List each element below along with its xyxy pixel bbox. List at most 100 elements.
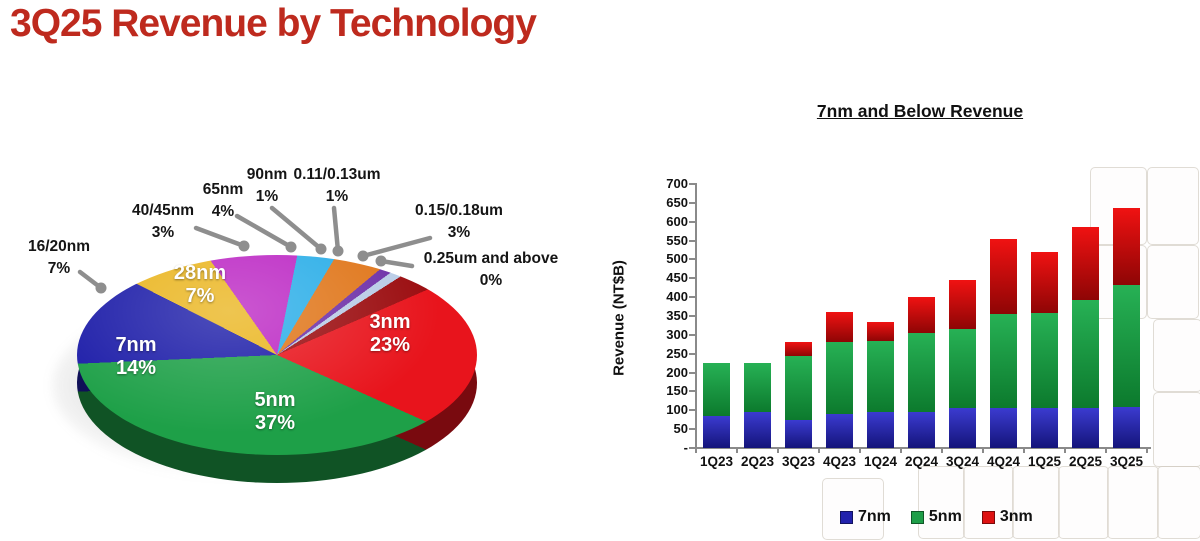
x-tick-label-2Q25: 2Q25 bbox=[1068, 454, 1103, 469]
pie-label-3nm: 3nm 23% bbox=[369, 311, 411, 356]
y-tick-label-400: 400 bbox=[666, 289, 688, 305]
bar-segment-3nm-2Q24 bbox=[908, 297, 935, 333]
bar-segment-3nm-4Q24 bbox=[990, 238, 1017, 315]
x-tick-label-1Q23: 1Q23 bbox=[699, 454, 734, 469]
bar-segment-3nm-3Q25 bbox=[1113, 207, 1140, 286]
y-tick-mark bbox=[689, 390, 695, 393]
pie-chart bbox=[77, 255, 477, 485]
x-tick-label-2Q24: 2Q24 bbox=[904, 454, 939, 469]
bar-segment-7nm-4Q24 bbox=[990, 408, 1017, 448]
y-tick-label-700: 700 bbox=[666, 176, 688, 191]
x-tick-label-1Q25: 1Q25 bbox=[1027, 454, 1062, 469]
bar-segment-7nm-1Q23 bbox=[703, 415, 730, 448]
y-tick-mark bbox=[689, 447, 695, 449]
y-tick-label-200: 200 bbox=[666, 364, 688, 380]
bar-segment-5nm-3Q24 bbox=[949, 329, 976, 409]
bar-segment-5nm-1Q23 bbox=[703, 363, 730, 416]
bar-segment-5nm-2Q25 bbox=[1072, 300, 1099, 408]
y-tick-mark bbox=[689, 333, 695, 336]
y-tick-label-450: 450 bbox=[666, 270, 688, 286]
bar-segment-3nm-2Q25 bbox=[1072, 227, 1099, 301]
bar-segment-7nm-1Q24 bbox=[867, 412, 894, 448]
bar-segment-7nm-3Q23 bbox=[785, 419, 812, 448]
bar-segment-7nm-2Q24 bbox=[908, 412, 935, 448]
bar-segment-5nm-3Q23 bbox=[785, 355, 812, 420]
bar-segment-7nm-2Q23 bbox=[744, 412, 771, 448]
legend-swatch-7nm bbox=[840, 510, 853, 524]
legend-swatch-5nm bbox=[910, 510, 924, 524]
ghost-cell bbox=[1153, 392, 1200, 467]
y-tick-mark bbox=[689, 428, 695, 431]
pie-callout-lines bbox=[77, 205, 433, 294]
x-tick-label-4Q24: 4Q24 bbox=[986, 454, 1021, 469]
y-tick-mark bbox=[689, 352, 695, 355]
x-tick-mark bbox=[695, 448, 697, 453]
y-axis-label: Revenue (NT$B) bbox=[610, 260, 628, 376]
bar-chart-legend: 7nm 5nm 3nm bbox=[840, 508, 1033, 526]
pie-label-7nm: 7nm 14% bbox=[115, 334, 157, 379]
bar-segment-5nm-1Q24 bbox=[867, 340, 894, 413]
ghost-cell bbox=[1058, 466, 1109, 539]
pie-label-0-15-0-18um: 0.15/0.18um 3% bbox=[415, 202, 503, 241]
y-tick-label-650: 650 bbox=[666, 194, 688, 210]
x-tick-mark bbox=[818, 448, 820, 453]
x-axis-line bbox=[695, 447, 1151, 449]
legend-item-5nm: 5nm bbox=[910, 508, 962, 526]
bar-segment-5nm-3Q25 bbox=[1113, 285, 1140, 407]
y-tick-label-600: 600 bbox=[666, 213, 688, 229]
y-tick-mark bbox=[689, 220, 695, 223]
x-tick-mark bbox=[941, 448, 943, 453]
bar-segment-7nm-3Q25 bbox=[1113, 406, 1140, 448]
bar-segment-5nm-2Q24 bbox=[908, 332, 935, 413]
x-tick-mark bbox=[859, 448, 861, 453]
legend-label-5nm: 5nm bbox=[928, 508, 962, 525]
legend-label-7nm: 7nm bbox=[858, 508, 891, 525]
pie-label-0-11-0-13um: 0.11/0.13um 1% bbox=[293, 166, 381, 205]
pie-label-5nm: 5nm 37% bbox=[254, 389, 296, 434]
pie-label-90nm: 90nm 1% bbox=[246, 166, 288, 205]
bar-segment-5nm-2Q23 bbox=[744, 363, 771, 413]
y-tick-mark bbox=[689, 183, 695, 185]
y-tick-label-50: 50 bbox=[673, 421, 688, 437]
ghost-cell bbox=[1147, 167, 1199, 245]
ghost-cell bbox=[1157, 466, 1200, 539]
ghost-cell bbox=[1107, 466, 1159, 539]
x-tick-label-3Q25: 3Q25 bbox=[1109, 454, 1144, 469]
y-tick-mark bbox=[689, 371, 695, 374]
x-tick-label-2Q23: 2Q23 bbox=[740, 454, 775, 469]
y-tick-mark bbox=[689, 239, 695, 242]
ghost-cell bbox=[822, 478, 884, 540]
ghost-cell bbox=[1147, 245, 1199, 319]
ghost-cell bbox=[918, 466, 965, 539]
bar-segment-7nm-3Q24 bbox=[949, 408, 976, 448]
x-tick-mark bbox=[982, 448, 984, 453]
y-tick-mark bbox=[689, 409, 695, 412]
x-tick-mark bbox=[1064, 448, 1066, 453]
bar-segment-7nm-2Q25 bbox=[1072, 407, 1099, 448]
x-tick-mark bbox=[900, 448, 902, 453]
x-tick-label-1Q24: 1Q24 bbox=[863, 454, 898, 469]
bar-segment-5nm-4Q23 bbox=[826, 342, 853, 415]
x-tick-mark bbox=[777, 448, 779, 453]
legend-item-7nm: 7nm bbox=[840, 508, 891, 526]
y-axis-line bbox=[695, 183, 697, 449]
y-tick-label-350: 350 bbox=[666, 308, 688, 323]
y-tick-label-250: 250 bbox=[666, 345, 688, 361]
x-tick-mark bbox=[1105, 448, 1107, 453]
legend-swatch-3nm bbox=[981, 510, 995, 524]
ghost-cell bbox=[963, 466, 1014, 539]
bar-segment-7nm-1Q25 bbox=[1031, 408, 1058, 448]
bar-segment-7nm-4Q23 bbox=[826, 414, 853, 448]
legend-label-3nm: 3nm bbox=[999, 508, 1033, 525]
x-tick-mark bbox=[1146, 448, 1148, 453]
y-tick-label-150: 150 bbox=[666, 383, 688, 399]
pie-label-28nm: 28nm 7% bbox=[173, 262, 227, 307]
bar-segment-3nm-1Q24 bbox=[867, 321, 894, 341]
y-tick-label-500: 500 bbox=[666, 251, 688, 267]
bar-chart-title: 7nm and Below Revenue bbox=[816, 101, 1024, 121]
y-tick-mark bbox=[689, 277, 695, 280]
pie-sheen-highlight bbox=[77, 255, 477, 455]
y-tick-label-0: - bbox=[683, 440, 688, 455]
pie-label-65nm: 65nm 4% bbox=[202, 181, 244, 220]
